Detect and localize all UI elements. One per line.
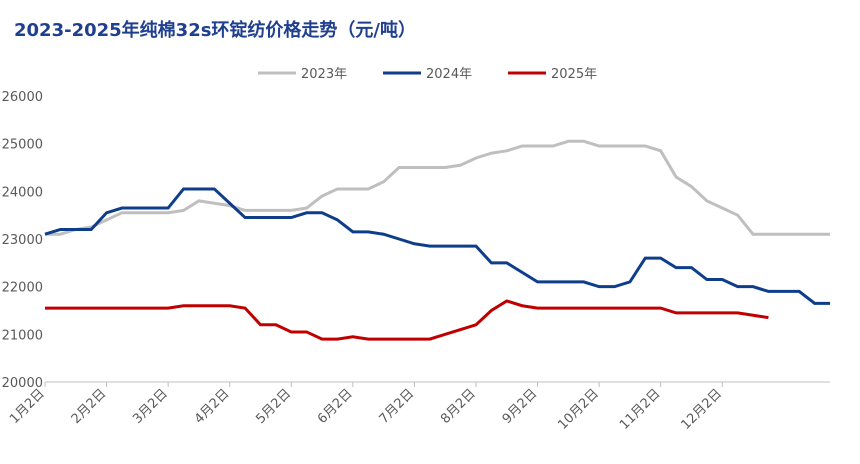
y-tick-label: 26000 [2, 90, 43, 105]
x-tick-label: 9月2日 [500, 386, 541, 427]
y-tick-label: 25000 [2, 138, 43, 153]
y-tick-label: 23000 [2, 233, 43, 248]
y-tick-label: 22000 [2, 281, 43, 296]
x-tick-label: 10月2日 [555, 386, 602, 433]
x-tick-label: 4月2日 [192, 386, 233, 427]
series-line [44, 187, 830, 305]
x-tick-label: 11月2日 [617, 386, 664, 433]
x-tick-label: 1月2日 [7, 386, 48, 427]
x-tick-label: 2月2日 [69, 386, 110, 427]
x-tick-label: 8月2日 [438, 386, 479, 427]
y-tick-label: 24000 [2, 185, 43, 200]
x-tick-label: 6月2日 [315, 386, 356, 427]
series-line [45, 139, 830, 236]
y-tick-label: 21000 [2, 328, 43, 343]
x-tick-label: 5月2日 [253, 386, 294, 427]
legend-label: 2024年 [426, 67, 472, 82]
legend-label: 2023年 [301, 67, 347, 82]
x-tick-label: 3月2日 [130, 386, 171, 427]
y-tick-label: 20000 [2, 376, 43, 391]
legend-label: 2025年 [551, 67, 597, 82]
series-line [45, 299, 769, 341]
chart-title: 2023-2025年纯棉32s环锭纺价格走势（元/吨） [14, 19, 416, 41]
x-tick-label: 12月2日 [679, 386, 726, 433]
x-tick-label: 7月2日 [377, 386, 418, 427]
